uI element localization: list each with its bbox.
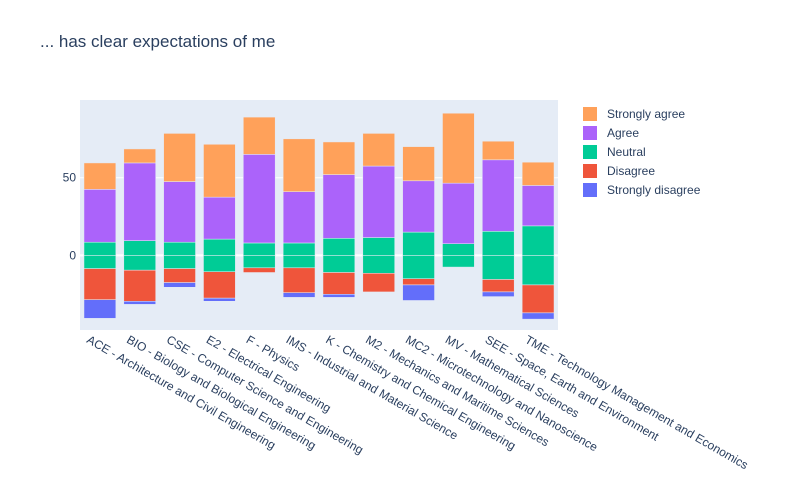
- bar-segment-agree: [163, 181, 196, 243]
- bar-segment-strongly-disagree: [282, 292, 316, 298]
- bar-segment-strongly-disagree: [521, 312, 555, 320]
- bar-segment-agree: [203, 196, 236, 240]
- bar-segment-neutral: [362, 255, 395, 274]
- bar-segment-agree: [442, 182, 475, 244]
- bar-segment-neutral: [362, 237, 395, 256]
- legend-swatch-disagree: [583, 164, 597, 178]
- bar-segment-neutral: [282, 242, 316, 256]
- bar-segment-strongly-disagree: [163, 282, 196, 288]
- bar-segment-disagree: [482, 279, 515, 293]
- legend-label-disagree: Disagree: [607, 164, 655, 178]
- bar-segment-disagree: [203, 271, 236, 299]
- y-tick-label: 50: [63, 171, 77, 185]
- legend-label-neutral: Neutral: [607, 145, 646, 159]
- bar-segment-strongly-agree: [402, 146, 435, 182]
- bar-segment-strongly-agree: [243, 116, 276, 155]
- legend-swatch-neutral: [583, 145, 597, 159]
- bar-segment-agree: [322, 174, 356, 239]
- bar-segment-disagree: [521, 284, 555, 314]
- bar-segment-strongly-agree: [442, 112, 475, 184]
- legend-swatch-strongly-agree: [583, 107, 597, 121]
- bar-segment-strongly-agree: [83, 162, 117, 190]
- bar-segment-strongly-agree: [123, 148, 156, 164]
- bar-segment-disagree: [322, 272, 356, 295]
- bar-segment-disagree: [402, 278, 435, 286]
- bar-segment-strongly-agree: [322, 141, 356, 175]
- bar-segment-neutral: [123, 240, 156, 256]
- bar-segment-neutral: [521, 255, 555, 286]
- bar-segment-neutral: [83, 241, 117, 256]
- bar-segment-neutral: [203, 255, 236, 272]
- bar-segment-strongly-agree: [203, 144, 236, 198]
- bar-segment-neutral: [402, 255, 435, 279]
- bar-segment-strongly-disagree: [482, 291, 515, 297]
- bar-segment-strongly-disagree: [402, 284, 435, 301]
- bar-segment-strongly-agree: [163, 133, 196, 182]
- bar-segment-neutral: [442, 243, 475, 256]
- bar-segment-disagree: [163, 268, 196, 283]
- bar-segment-strongly-agree: [482, 140, 515, 161]
- bar-segment-disagree: [243, 267, 276, 273]
- bar-segment-neutral: [203, 238, 236, 256]
- bar-segment-agree: [482, 159, 515, 232]
- bar-segment-disagree: [83, 268, 117, 300]
- bar-segment-strongly-disagree: [83, 299, 117, 319]
- bar-segment-neutral: [322, 255, 356, 273]
- bar-segment-strongly-disagree: [123, 301, 156, 305]
- bar-segment-strongly-disagree: [322, 294, 356, 298]
- bar-segment-neutral: [482, 255, 515, 280]
- bar-segment-agree: [282, 191, 316, 244]
- bar-segment-neutral: [402, 231, 435, 256]
- bar-segment-strongly-agree: [521, 161, 555, 186]
- bar-segment-neutral: [163, 241, 196, 256]
- bar-segment-neutral: [322, 238, 356, 256]
- bar-segment-agree: [243, 154, 276, 244]
- bar-segment-agree: [123, 162, 156, 241]
- bar-segment-disagree: [282, 267, 316, 293]
- bar-segment-neutral: [83, 255, 117, 269]
- bar-segment-strongly-agree: [362, 133, 395, 167]
- bar-segment-disagree: [123, 269, 156, 302]
- bar-segment-disagree: [362, 273, 395, 293]
- chart-title: ... has clear expectations of me: [40, 32, 276, 51]
- plot-background: [80, 100, 558, 330]
- legend-label-strongly-disagree: Strongly disagree: [607, 183, 701, 197]
- bar-segment-neutral: [282, 255, 316, 269]
- bar-segment-neutral: [243, 242, 276, 256]
- bar-segment-neutral: [442, 255, 475, 268]
- bar-segment-neutral: [243, 255, 276, 269]
- y-tick-label: 0: [69, 248, 76, 262]
- legend-label-agree: Agree: [607, 126, 639, 140]
- bar-segment-strongly-agree: [282, 138, 316, 192]
- bar-segment-neutral: [521, 225, 555, 256]
- bar-segment-neutral: [482, 231, 515, 256]
- bar-segment-agree: [402, 180, 435, 233]
- bar-segment-agree: [83, 189, 117, 243]
- bar-segment-neutral: [163, 255, 196, 269]
- bar-segment-agree: [362, 165, 395, 238]
- bar-segment-strongly-disagree: [203, 297, 236, 302]
- legend-swatch-agree: [583, 126, 597, 140]
- bar-segment-agree: [521, 185, 555, 227]
- legend-swatch-strongly-disagree: [583, 183, 597, 197]
- bar-segment-neutral: [123, 255, 156, 271]
- legend-label-strongly-agree: Strongly agree: [607, 107, 685, 121]
